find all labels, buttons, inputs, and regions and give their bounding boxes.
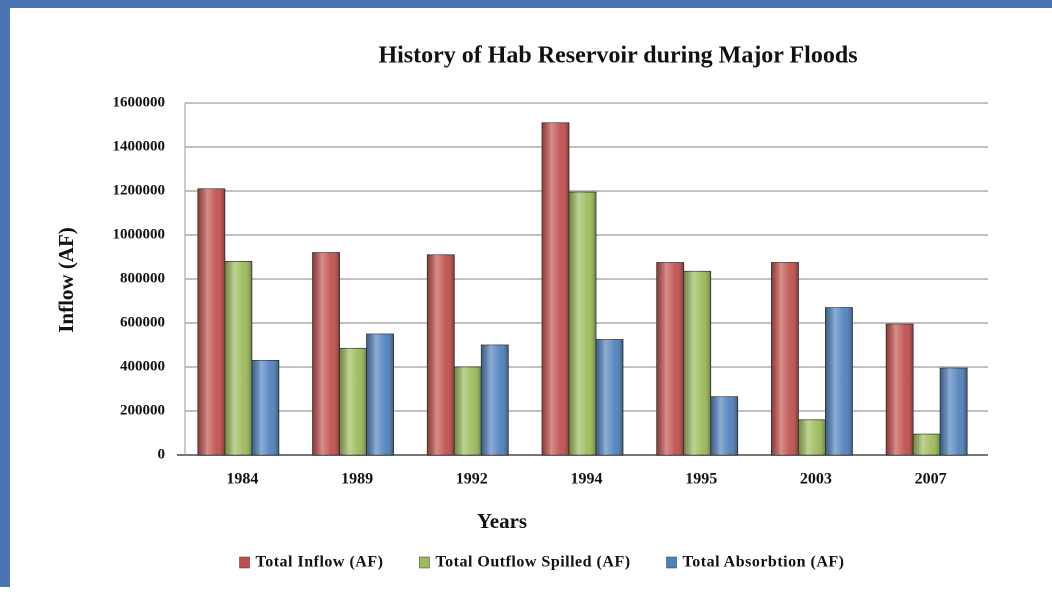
bar [453, 366, 482, 456]
x-axis-title: Years [477, 509, 527, 533]
y-tick-label: 1600000 [113, 94, 166, 110]
x-tick-label: 1992 [456, 471, 488, 488]
bar [885, 323, 914, 456]
bar [251, 359, 280, 456]
bar [798, 419, 826, 456]
bar [595, 339, 624, 456]
bar [912, 433, 941, 456]
x-tick-label: 1984 [226, 471, 258, 488]
y-tick-label: 200000 [120, 402, 165, 418]
legend-label: Total Absorbtion (AF) [683, 554, 845, 571]
y-tick-label: 1400000 [113, 138, 166, 154]
frame-left [0, 0, 10, 587]
bar [656, 262, 685, 456]
y-tick-label: 800000 [120, 270, 165, 286]
legend-swatch [239, 556, 250, 569]
bar [197, 188, 226, 456]
y-tick-label: 1000000 [113, 226, 166, 242]
x-tick-label: 1989 [341, 471, 373, 488]
y-tick-label: 1200000 [113, 182, 166, 198]
bar [939, 367, 968, 456]
bar [825, 307, 853, 456]
y-tick-label: 0 [158, 446, 166, 462]
bar [224, 260, 253, 456]
legend-label: Total Inflow (AF) [256, 554, 384, 571]
x-tick-label: 2003 [800, 471, 832, 488]
x-tick-label: 1995 [685, 471, 717, 488]
x-tick-label: 1994 [571, 471, 603, 488]
chart-title: History of Hab Reservoir during Major Fl… [378, 43, 857, 69]
legend: Total Inflow (AF) Total Outflow Spilled (… [239, 554, 845, 571]
frame-top [0, 0, 1052, 8]
bar [710, 396, 739, 456]
legend-swatch [666, 556, 677, 569]
bar [426, 254, 455, 456]
bar [771, 262, 799, 456]
y-tick-label: 400000 [120, 358, 165, 374]
bar [366, 333, 394, 456]
y-axis-title: Inflow (AF) [54, 227, 78, 333]
bar [339, 347, 367, 456]
bar [568, 191, 597, 456]
legend-label: Total Outflow Spilled (AF) [435, 554, 630, 571]
legend-swatch [419, 556, 430, 569]
bar [683, 270, 712, 456]
x-tick-label: 2007 [915, 471, 947, 488]
bar [541, 122, 570, 456]
bar [312, 252, 340, 456]
y-tick-label: 600000 [120, 314, 165, 330]
bar [480, 344, 509, 456]
